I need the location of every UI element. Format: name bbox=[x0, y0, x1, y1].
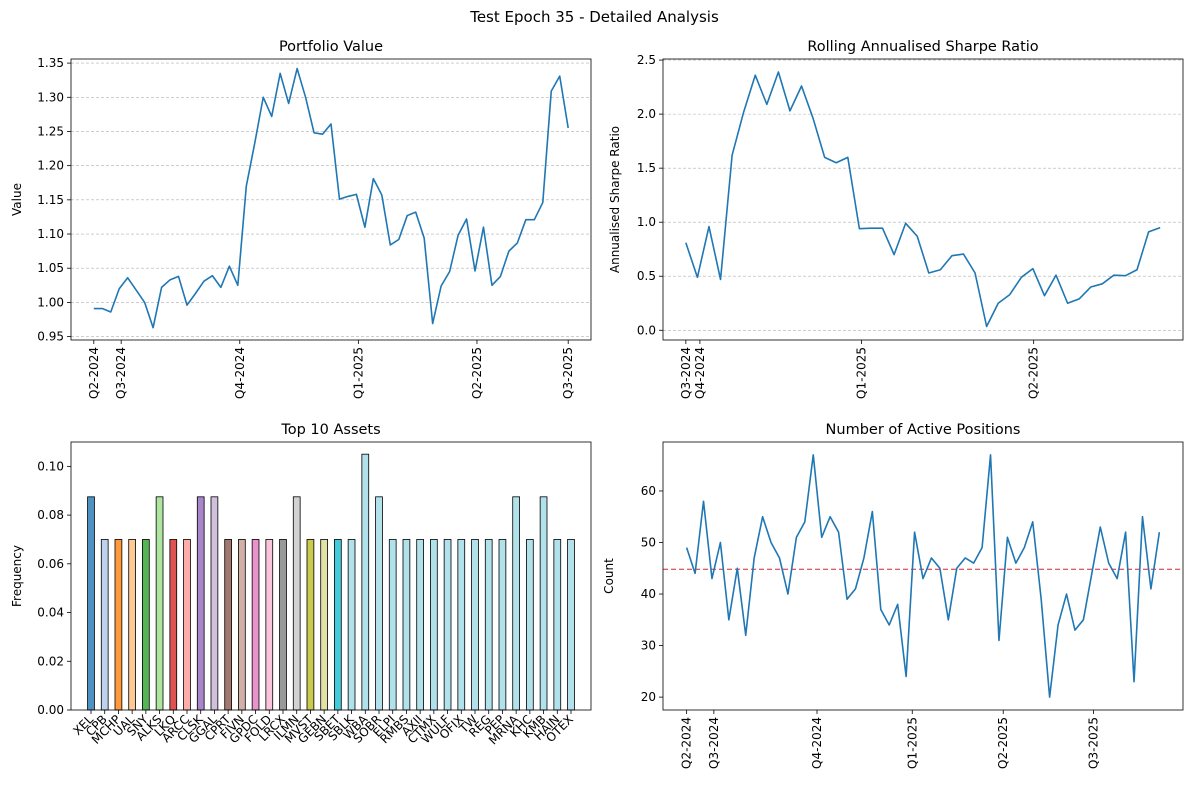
x-tick-label: Q3-2024 bbox=[114, 347, 128, 399]
y-tick-label: 1.10 bbox=[37, 227, 64, 241]
bar bbox=[251, 539, 260, 711]
x-tick-label: Q1-2025 bbox=[855, 347, 869, 399]
bar bbox=[306, 539, 315, 711]
y-tick-label: 0.08 bbox=[37, 508, 64, 522]
chart-positions: 20 30 40 50 60 Count Number of Active Position… bbox=[602, 422, 1184, 769]
bar bbox=[87, 496, 95, 711]
x-tick-label: Q2-2025 bbox=[1027, 347, 1041, 399]
x-tick-label: Q3-2024 bbox=[707, 717, 721, 769]
bar bbox=[526, 539, 534, 711]
y-axis-label: Annualised Sharpe Ratio bbox=[608, 126, 622, 273]
y-tick-label: 0.02 bbox=[37, 654, 64, 668]
y-tick-label: 60 bbox=[641, 484, 656, 498]
x-tick-label: Q3-2024 bbox=[679, 347, 693, 399]
x-tick-label: Q1-2025 bbox=[351, 347, 365, 399]
y-tick-label: 2.0 bbox=[637, 107, 656, 121]
bar bbox=[553, 539, 562, 711]
bar bbox=[320, 539, 328, 711]
bar bbox=[416, 539, 424, 711]
bar bbox=[498, 539, 507, 711]
chart-sharpe: 0.0 0.5 1.0 1.5 2.0 2.5 Annualised Sharpe Rati… bbox=[608, 39, 1184, 399]
x-tick-label: Q2-2025 bbox=[996, 717, 1010, 769]
x-tick-label: Q1-2025 bbox=[905, 717, 919, 769]
chart-portfolio: 0.95 1.00 1.05 1.10 1.15 1.20 1.25 1.30 1.35 Valu… bbox=[10, 39, 592, 399]
y-tick-label: 1.5 bbox=[637, 161, 656, 175]
axes-frame bbox=[70, 58, 592, 341]
bar bbox=[471, 539, 479, 711]
y-tick-label: 0.06 bbox=[37, 557, 64, 571]
bar bbox=[388, 539, 397, 711]
bar bbox=[224, 539, 232, 711]
y-tick-label: 1.30 bbox=[37, 90, 64, 104]
bar bbox=[210, 496, 219, 711]
chart-title: Top 10 Assets bbox=[280, 422, 380, 438]
bar bbox=[238, 539, 246, 711]
bar bbox=[539, 496, 548, 711]
y-tick-label: 1.25 bbox=[37, 124, 64, 138]
y-tick-label: 0.0 bbox=[637, 323, 656, 337]
bar bbox=[567, 539, 575, 711]
x-tick-label: Q2-2024 bbox=[680, 717, 694, 769]
y-tick-label: 2.5 bbox=[637, 53, 656, 67]
bar bbox=[457, 539, 466, 711]
y-tick-label: 1.05 bbox=[37, 261, 64, 275]
x-tick-label: Q2-2025 bbox=[470, 347, 484, 399]
bar bbox=[375, 496, 383, 711]
y-axis-label: Frequency bbox=[10, 545, 24, 607]
chart-title: Number of Active Positions bbox=[826, 422, 1021, 438]
bar bbox=[265, 539, 274, 711]
chart-title: Portfolio Value bbox=[279, 39, 383, 55]
bar bbox=[292, 496, 301, 711]
y-tick-label: 1.35 bbox=[37, 56, 64, 70]
axes-frame bbox=[662, 441, 1184, 711]
series-line bbox=[685, 454, 1161, 698]
y-tick-label: 0.95 bbox=[37, 330, 64, 344]
bar bbox=[430, 539, 438, 711]
x-tick-label: Q4-2024 bbox=[233, 347, 247, 399]
y-tick-label: 50 bbox=[641, 536, 656, 550]
bar bbox=[183, 539, 191, 711]
axes-frame bbox=[662, 58, 1184, 341]
y-tick-label: 1.0 bbox=[637, 215, 656, 229]
y-tick-label: 1.20 bbox=[37, 159, 64, 173]
bar bbox=[279, 539, 287, 711]
y-tick-label: 0.10 bbox=[37, 459, 64, 473]
bar bbox=[361, 453, 370, 711]
y-tick-label: 0.5 bbox=[637, 269, 656, 283]
y-tick-label: 1.15 bbox=[37, 193, 64, 207]
x-tick-label: Q4-2024 bbox=[810, 717, 824, 769]
y-tick-label: 40 bbox=[641, 587, 656, 601]
bar bbox=[142, 539, 150, 711]
bar bbox=[512, 496, 520, 711]
y-tick-label: 20 bbox=[641, 690, 656, 704]
bar bbox=[169, 539, 178, 711]
bar bbox=[484, 539, 493, 711]
bar bbox=[114, 539, 123, 711]
chart-assets: 0.00 0.02 0.04 0.06 0.08 0.10 Frequency Top 10 … bbox=[10, 422, 592, 747]
bar bbox=[347, 539, 356, 711]
x-tick-label: Q4-2024 bbox=[693, 347, 707, 399]
bar bbox=[196, 496, 205, 711]
bar bbox=[128, 539, 136, 711]
x-tick-label: Q2-2024 bbox=[87, 347, 101, 399]
y-tick-label: 0.04 bbox=[37, 606, 64, 620]
axes-frame bbox=[70, 441, 592, 711]
figure-title: Test Epoch 35 - Detailed Analysis bbox=[470, 8, 719, 26]
bar bbox=[155, 496, 164, 711]
y-tick-label: 30 bbox=[641, 639, 656, 653]
series-line bbox=[93, 67, 569, 329]
bar bbox=[334, 539, 342, 711]
y-axis-label: Count bbox=[602, 558, 616, 594]
bar bbox=[402, 539, 411, 711]
chart-title: Rolling Annualised Sharpe Ratio bbox=[807, 39, 1038, 55]
bar bbox=[443, 539, 452, 711]
bar bbox=[100, 539, 109, 711]
series-line bbox=[685, 71, 1161, 328]
y-tick-label: 1.00 bbox=[37, 295, 64, 309]
x-tick-label: Q3-2025 bbox=[561, 347, 575, 399]
y-axis-label: Value bbox=[10, 183, 24, 216]
x-tick-label: Q3-2025 bbox=[1086, 717, 1100, 769]
y-tick-label: 0.00 bbox=[37, 703, 64, 717]
